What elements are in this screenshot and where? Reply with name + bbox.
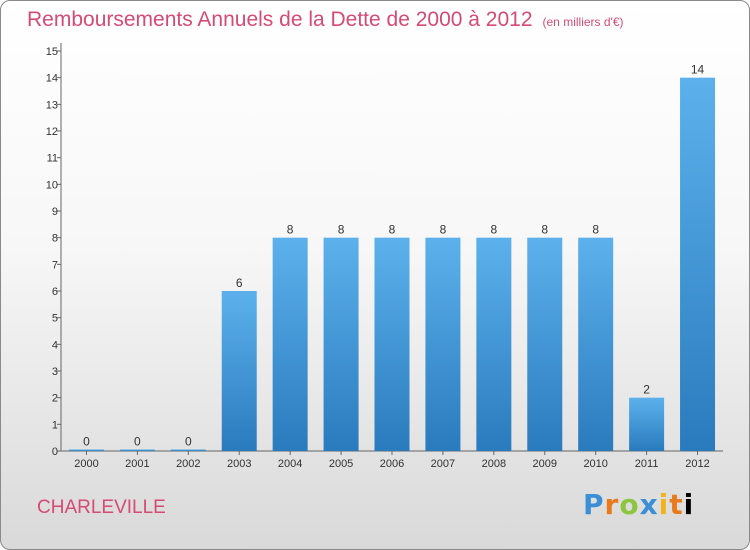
- y-tick-label: 13: [46, 99, 58, 111]
- bar: [578, 237, 614, 451]
- y-tick-label: 1: [52, 419, 58, 431]
- data-label: 8: [338, 223, 345, 237]
- data-label: 8: [592, 223, 599, 237]
- y-tick-label: 4: [52, 339, 58, 351]
- x-tick-label: 2010: [583, 458, 607, 470]
- bar: [68, 449, 104, 451]
- city-name: CHARLEVILLE: [37, 497, 166, 518]
- x-tick-label: 2009: [533, 458, 557, 470]
- bar: [170, 449, 206, 451]
- chart-title: Remboursements Annuels de la Dette de 20…: [27, 8, 624, 32]
- data-label: 2: [643, 383, 650, 397]
- logo-letter: i: [683, 488, 695, 521]
- y-tick-label: 8: [52, 233, 58, 245]
- data-label: 8: [389, 223, 396, 237]
- y-tick-label: 7: [52, 259, 58, 271]
- bar: [119, 449, 155, 451]
- data-label: 8: [287, 223, 294, 237]
- logo-letter: r: [604, 488, 620, 521]
- y-tick-label: 15: [46, 46, 58, 58]
- data-label: 8: [491, 223, 498, 237]
- bar: [527, 237, 563, 451]
- bar: [221, 291, 257, 451]
- x-tick-label: 2012: [685, 458, 709, 470]
- x-tick-label: 2006: [380, 458, 404, 470]
- y-tick-label: 11: [47, 153, 58, 165]
- x-tick-label: 2004: [278, 458, 302, 470]
- data-label: 8: [440, 223, 447, 237]
- x-tick-label: 2001: [125, 458, 149, 470]
- logo-letter: x: [639, 488, 659, 521]
- bar: [323, 237, 359, 451]
- y-tick-label: 0: [52, 446, 58, 458]
- x-tick-label: 2005: [329, 458, 353, 470]
- x-tick-label: 2000: [74, 458, 98, 470]
- chart-title-text: Remboursements Annuels de la Dette de 20…: [27, 8, 533, 31]
- y-tick-label: 5: [52, 313, 58, 325]
- y-tick-label: 14: [46, 73, 58, 85]
- bar: [629, 397, 665, 451]
- y-tick-label: 9: [52, 206, 58, 218]
- data-label: 0: [134, 435, 141, 449]
- y-tick-label: 12: [46, 126, 58, 138]
- logo-letter: o: [619, 488, 640, 521]
- x-tick-label: 2003: [227, 458, 251, 470]
- data-label: 0: [83, 435, 90, 449]
- x-tick-label: 2007: [431, 458, 455, 470]
- data-label: 8: [541, 223, 548, 237]
- y-tick-label: 3: [52, 366, 58, 378]
- bar: [680, 77, 716, 452]
- bar: [476, 237, 512, 451]
- y-tick-label: 6: [52, 286, 58, 298]
- chart-subtitle: (en milliers d'€): [542, 15, 624, 29]
- bar: [272, 237, 308, 451]
- logo-letter: i: [658, 488, 670, 521]
- logo-letter: P: [583, 488, 605, 521]
- x-tick-label: 2008: [482, 458, 506, 470]
- logo-letter: t: [669, 488, 684, 521]
- data-label: 0: [185, 435, 192, 449]
- x-tick-label: 2002: [176, 458, 200, 470]
- x-tick-label: 2011: [635, 458, 659, 470]
- y-tick-label: 10: [46, 179, 58, 191]
- bar: [374, 237, 410, 451]
- data-label: 6: [236, 276, 243, 290]
- data-label: 14: [691, 63, 705, 77]
- bar: [425, 237, 461, 451]
- y-tick-label: 2: [52, 393, 58, 405]
- proxiti-logo: Proxiti: [583, 488, 694, 521]
